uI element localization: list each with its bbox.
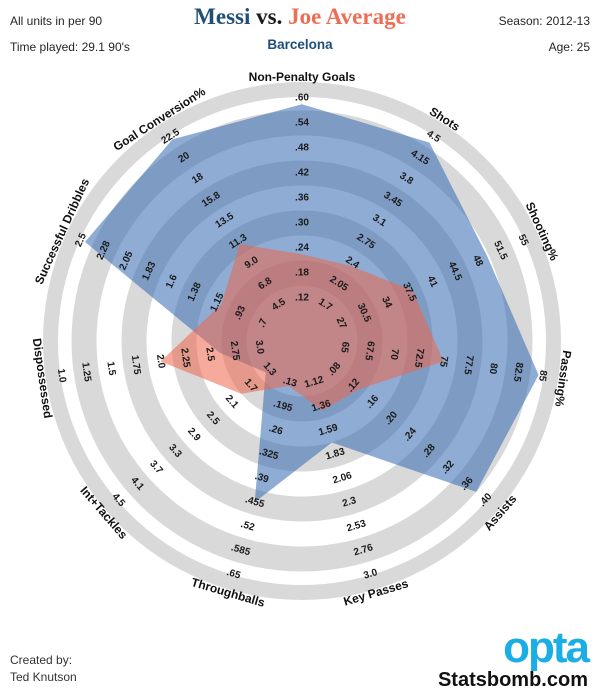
tick-label: .93	[232, 304, 248, 322]
tick-label: 70	[388, 348, 401, 361]
header-left: All units in per 90 Time played: 29.1 90…	[10, 8, 130, 60]
tick-label: 1.36	[310, 398, 332, 414]
time-played: Time played: 29.1 90's	[10, 40, 130, 54]
title-vs: vs.	[256, 4, 283, 29]
tick-label: 48	[470, 254, 485, 269]
tick-label: 41	[425, 274, 440, 289]
tick-label: 1.75	[129, 355, 143, 376]
tick-label: 55	[516, 233, 531, 248]
age-label: Age: 25	[548, 40, 590, 54]
tick-label: 1.12	[303, 374, 325, 390]
tick-label: 2.53	[346, 518, 368, 534]
tick-label: .60	[295, 93, 309, 104]
header-right: Season: 2012-13 Age: 25	[499, 8, 590, 60]
tick-label: 1.59	[317, 422, 339, 438]
tick-label: .39	[253, 471, 270, 486]
tick-label: .195	[272, 398, 294, 414]
series-polygon-joe-average	[160, 244, 444, 411]
footer-credit: Created by: Ted Knutson	[10, 652, 77, 686]
tick-label: 1.25	[79, 362, 93, 383]
tick-label: 1.6	[164, 273, 180, 291]
tick-label: 82.5	[511, 362, 525, 383]
opta-logo: opta	[503, 623, 590, 672]
statsbomb-wordmark: Statsbomb.com	[437, 669, 588, 691]
tick-label: .42	[295, 168, 309, 179]
tick-label: 72.5	[412, 347, 426, 368]
tick-label: 2.5	[73, 231, 89, 249]
tick-label: .585	[230, 542, 252, 558]
tick-label: .36	[295, 193, 309, 204]
tick-label: .52	[239, 519, 256, 534]
tick-label: .13	[282, 375, 299, 390]
tick-label: 77.5	[461, 354, 475, 375]
tick-label: 2.0	[154, 354, 167, 370]
team-subtitle: Barcelona	[267, 37, 333, 52]
tick-label: 1.83	[324, 446, 346, 462]
tick-label: 3.0	[362, 567, 379, 582]
tick-label: 85	[536, 369, 549, 382]
header-center: Messi vs. Joe Average Barcelona	[0, 4, 600, 52]
tick-label: 2.75	[228, 340, 242, 361]
tick-label: 75	[437, 355, 450, 368]
tick-label: .48	[295, 143, 309, 154]
tick-label: .26	[268, 423, 285, 438]
footer-branding: opta Statsbomb.com	[437, 623, 590, 692]
tick-label: 67.5	[362, 340, 376, 361]
tick-label: 34	[379, 295, 394, 310]
tick-label: .12	[295, 293, 309, 304]
tick-label: 1.0	[55, 368, 68, 384]
axis-title-non-penalty-goals: Non-Penalty Goals	[249, 70, 356, 84]
tick-label: .30	[295, 218, 309, 229]
tick-label: 65	[338, 341, 351, 354]
tick-label: .325	[258, 446, 280, 462]
page-title: Messi vs. Joe Average	[0, 4, 600, 30]
created-by-label: Created by:	[10, 653, 73, 667]
tick-label: 2.06	[331, 470, 353, 486]
tick-label: 80	[487, 362, 500, 375]
title-player1: Messi	[194, 4, 251, 29]
tick-label: .455	[244, 494, 266, 510]
title-player2: Joe Average	[288, 4, 406, 29]
tick-label: 1.5	[104, 361, 117, 377]
tick-label: 3.0	[253, 339, 266, 355]
tick-label: 2.5	[203, 347, 216, 363]
tick-label: .54	[295, 118, 309, 129]
tick-label: 27	[334, 316, 349, 331]
tick-label: 2.76	[353, 542, 375, 558]
season-label: Season: 2012-13	[498, 14, 590, 28]
tick-label: 2.3	[341, 495, 358, 510]
tick-label: 2.25	[178, 347, 192, 368]
units-note: All units in per 90	[10, 14, 103, 28]
tick-label: .24	[295, 243, 309, 254]
tick-label: .18	[295, 268, 309, 279]
tick-label: .65	[225, 567, 242, 582]
author-name: Ted Knutson	[10, 670, 77, 684]
